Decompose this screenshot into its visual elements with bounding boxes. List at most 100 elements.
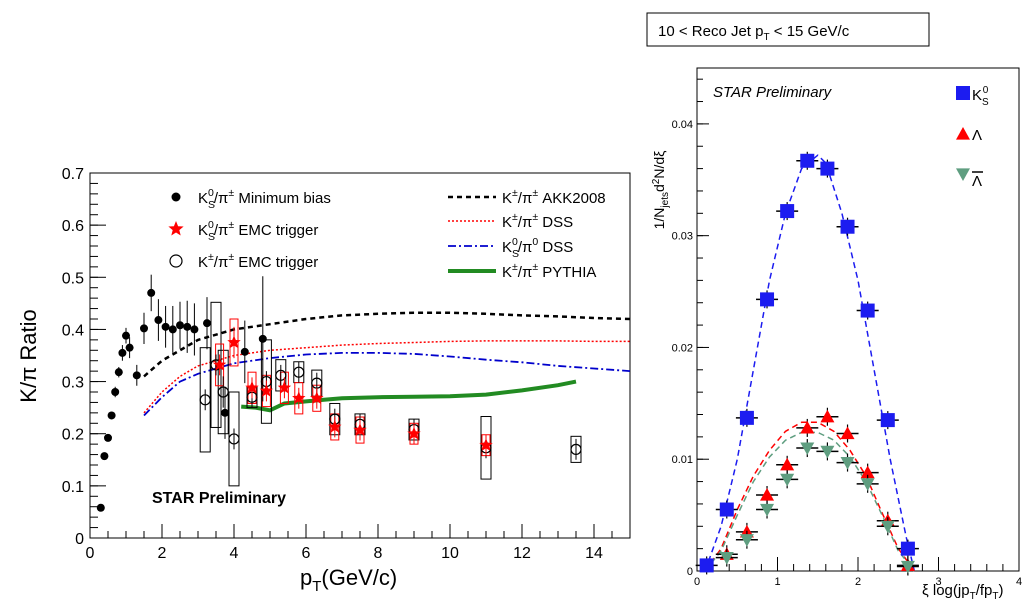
k0s-emc-point xyxy=(353,423,367,436)
right-plot-frame xyxy=(696,67,1020,572)
mb-point xyxy=(122,331,130,340)
lambda-point xyxy=(820,409,835,423)
mb-point xyxy=(154,316,163,325)
kpm-point xyxy=(570,443,582,455)
legend-mb-label-sub: S xyxy=(208,199,215,211)
lambda-point xyxy=(760,487,775,501)
k0s-emc-point xyxy=(310,391,324,404)
mb-point xyxy=(147,288,156,297)
legend-k0s-label-sub: S xyxy=(208,231,215,243)
left-x-label-p: p xyxy=(300,565,312,590)
antilambda-point xyxy=(820,445,835,459)
right-x-label-a: ξ log(jp xyxy=(922,582,970,599)
k0s-square-point xyxy=(780,204,795,219)
legend-curve-label-a: K xyxy=(502,239,512,256)
fit-curve xyxy=(704,431,915,572)
legend-curve-label-bsup: ± xyxy=(532,211,538,223)
legend-kpm-label-b: /π xyxy=(214,254,229,271)
legend-mb-label-b: /π xyxy=(214,190,229,207)
k0s-square-point xyxy=(699,558,714,573)
legend-mb-label-rest: Minimum bias xyxy=(234,190,331,207)
right-y-label-b: N/dξ xyxy=(651,151,667,179)
right-x-tick-label: 2 xyxy=(855,576,861,588)
legend-k0s-sub: S xyxy=(982,97,989,108)
antilambda-point xyxy=(840,456,855,470)
legend-curve-label-sup: ± xyxy=(512,261,518,273)
right-title-main: 10 < Reco Jet p xyxy=(658,23,763,40)
legend-curve-label-rest: AKK2008 xyxy=(538,190,606,207)
mb-point xyxy=(114,368,123,377)
legend-curve-label-bsup: ± xyxy=(532,261,538,273)
right-annotation: STAR Preliminary xyxy=(713,84,833,101)
right-x-label-sub1: T xyxy=(970,591,976,601)
k0s-emc-point xyxy=(277,380,292,394)
legend-curve-label-rest: DSS xyxy=(538,239,573,256)
legend-curve-label-rest: DSS xyxy=(538,214,573,231)
left-x-tick-label: 4 xyxy=(230,545,239,562)
legend-curve-label-sup: 0 xyxy=(512,236,518,248)
mb-point xyxy=(111,388,120,396)
legend-curve-label-rest: PYTHIA xyxy=(538,264,596,281)
title-box xyxy=(646,12,930,47)
curve-line xyxy=(143,352,631,417)
right-title-sub: T xyxy=(763,32,769,43)
legend-curve-label-bsup: ± xyxy=(532,187,538,199)
antilambda-point xyxy=(800,442,815,456)
right-x-label-sub2: T xyxy=(992,591,998,601)
lambda-point xyxy=(780,457,795,471)
right-y-tick-label: 0.04 xyxy=(672,119,693,131)
legend-mb-label-a: K xyxy=(198,190,208,207)
k0s-emc-point xyxy=(328,419,342,433)
legend-mb-label-bsup: ± xyxy=(228,187,234,199)
legend-k0s-square xyxy=(956,86,970,100)
left-y-tick-label: 0.4 xyxy=(62,322,84,339)
antilambda-point xyxy=(760,503,775,517)
left-x-tick-label: 8 xyxy=(374,545,383,562)
legend-k0s-label-rest: EMC trigger xyxy=(234,222,318,239)
left-y-tick-label: 0 xyxy=(75,531,84,548)
legend-curve-label: K±/π± DSS xyxy=(502,211,573,231)
legend-curve-label-a: K xyxy=(502,190,512,207)
left-x-tick-label: 0 xyxy=(86,545,95,562)
k0s-emc-point xyxy=(407,426,421,440)
left-data-points xyxy=(96,274,582,512)
right-data-points xyxy=(695,151,919,576)
mb-point xyxy=(107,411,116,420)
left-x-tick-label: 6 xyxy=(302,545,311,562)
legend-curve-label: K±/π± AKK2008 xyxy=(502,187,606,207)
left-x-tick-label: 10 xyxy=(441,545,459,562)
right-y-tick-label: 0.03 xyxy=(672,231,693,243)
antilambda-point xyxy=(719,551,734,565)
k0s-square-point xyxy=(820,161,835,176)
legend-k0s-label: KS0/π± EMC trigger xyxy=(198,219,318,243)
legend-mb-label: KS0/π± Minimum bias xyxy=(198,187,331,211)
legend-k0s-label-bsup: ± xyxy=(228,219,234,231)
right-y-label-sup: 2 xyxy=(651,178,662,184)
legend-k0s-sup: 0 xyxy=(983,85,989,96)
kpm-point xyxy=(293,366,305,378)
legend-curve-label-sub: S xyxy=(512,248,519,260)
right-fit-curves xyxy=(704,154,916,572)
left-y-axis-label: K/π Ratio xyxy=(16,309,41,402)
right-x-label-mid: /fp xyxy=(976,582,993,599)
left-x-label-sub: T xyxy=(312,578,321,595)
left-y-tick-label: 0.1 xyxy=(62,479,84,496)
curve-line xyxy=(241,379,577,413)
left-y-tick-label: 0.7 xyxy=(62,166,84,183)
legend-kpm-label-rest: EMC trigger xyxy=(234,254,318,271)
left-y-tick-label: 0.2 xyxy=(62,427,84,444)
right-x-axis-label: ξ log(jpT/fpT) xyxy=(922,582,1003,601)
right-y-tick-label: 0.02 xyxy=(672,342,693,354)
mb-point xyxy=(240,347,249,356)
legend-antilambda-triangle xyxy=(956,168,970,181)
kpm-point xyxy=(199,394,211,406)
legend-k0s-label-a: K xyxy=(198,222,208,239)
legend-curve-label: K±/π± PYTHIA xyxy=(502,261,596,281)
k0s-emc-point xyxy=(292,391,306,404)
right-x-tick-label: 0 xyxy=(694,576,700,588)
antilambda-point xyxy=(880,520,895,534)
legend-k0s-text: KS0 xyxy=(972,85,989,108)
k0s-emc-point xyxy=(212,357,227,371)
legend-curve-label-a: K xyxy=(502,214,512,231)
